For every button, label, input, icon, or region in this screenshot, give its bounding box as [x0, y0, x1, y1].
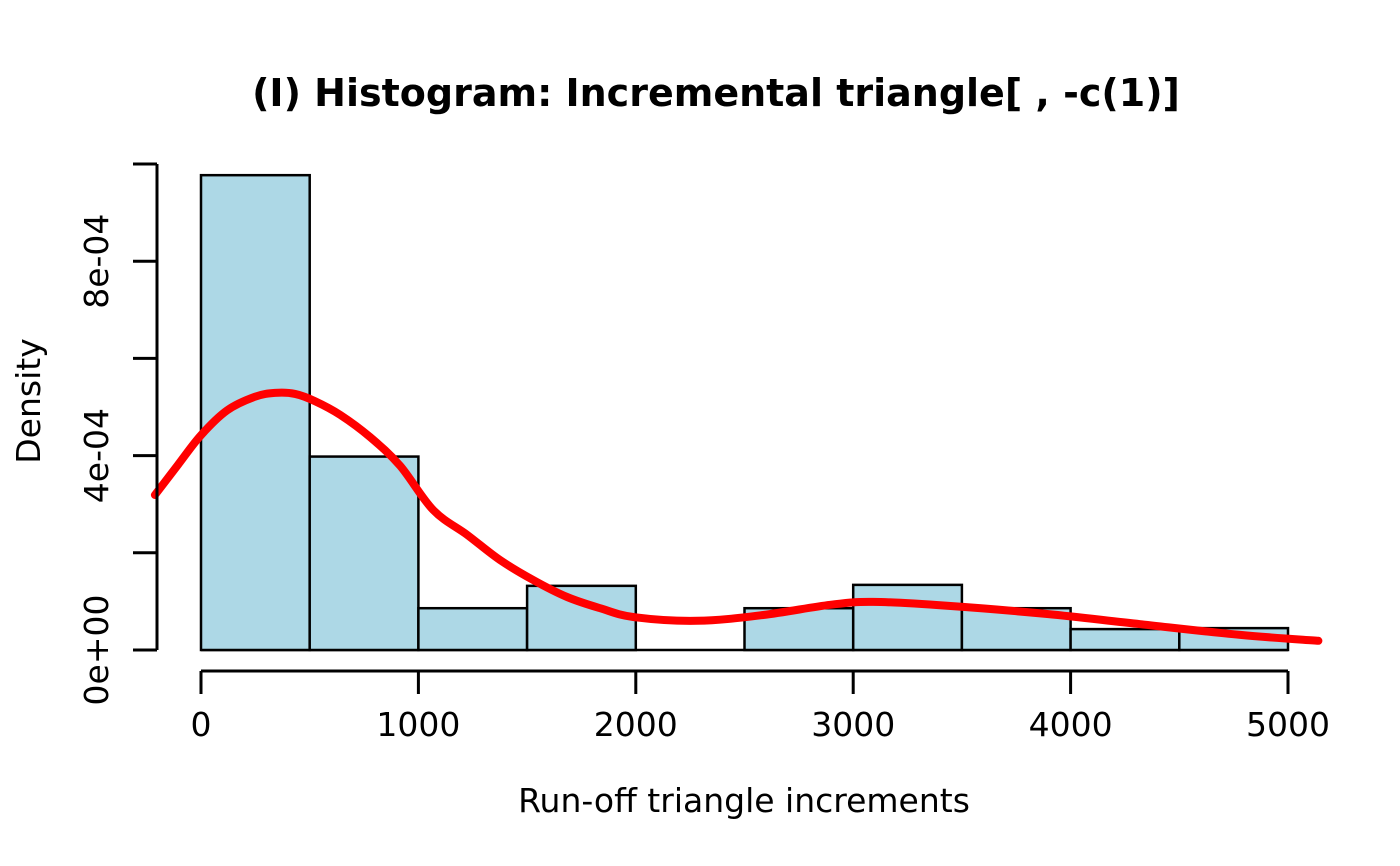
x-tick-label: 1000 [376, 705, 460, 744]
histogram-bar [417, 606, 529, 652]
density-curve [150, 388, 1323, 645]
x-tick-label: 5000 [1246, 705, 1330, 744]
histogram-bar [199, 173, 311, 652]
y-axis: 0e+00 4e-04 8e-04 [77, 162, 159, 706]
x-tick-label: 2000 [594, 705, 678, 744]
x-axis-label: Run-off triangle increments [518, 781, 970, 820]
x-tick-label: 3000 [811, 705, 895, 744]
x-tick-label: 0 [191, 705, 212, 744]
y-tick-label: 8e-04 [77, 214, 116, 309]
histogram-bar [851, 583, 964, 652]
x-tick-label: 4000 [1029, 705, 1113, 744]
y-tick-label: 4e-04 [77, 408, 116, 503]
y-tick-label: 0e+00 [77, 595, 116, 706]
histogram-bar [1069, 627, 1181, 652]
histogram-bar [308, 455, 420, 652]
chart-title: (I) Histogram: Incremental triangle[ , -… [252, 71, 1180, 115]
x-axis: 0 1000 2000 3000 4000 5000 [191, 669, 1330, 744]
y-axis-label: Density [9, 338, 48, 463]
histogram-bars [199, 173, 1290, 652]
